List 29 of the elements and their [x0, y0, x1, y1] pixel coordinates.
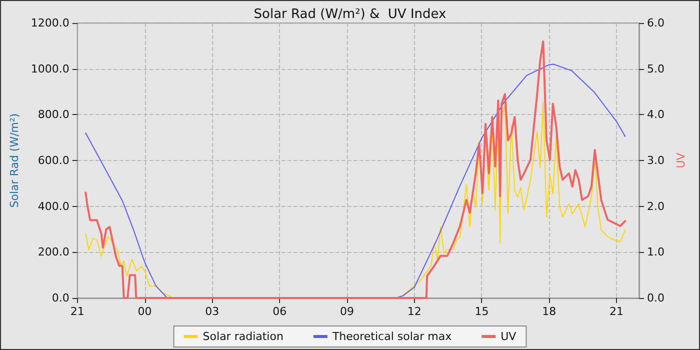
- y-tick-label: 600.0: [38, 154, 70, 167]
- x-tick-label: 21: [70, 305, 84, 318]
- y-tick-label: 1200.0: [30, 16, 70, 30]
- legend-label: Solar radiation: [202, 330, 284, 343]
- y2-tick-label: 2.0: [647, 200, 664, 213]
- y-tick-label: 400.0: [38, 200, 70, 213]
- y2-tick-label: 1.0: [647, 246, 664, 259]
- legend-label: Theoretical solar max: [331, 330, 452, 343]
- y-tick-label: 0.0: [52, 292, 70, 304]
- x-tick-label: 12: [407, 305, 422, 318]
- x-tick-label: 21: [610, 305, 624, 318]
- x-tick-label: 00: [138, 305, 152, 318]
- y-tick-label: 1000.0: [30, 62, 70, 76]
- y2-tick-label: 0.0: [647, 292, 664, 304]
- y2-axis-title: UV: [674, 152, 688, 168]
- chart-title: Solar Rad (W/m²) & UV Index: [254, 7, 447, 22]
- y2-tick-label: 5.0: [647, 62, 664, 76]
- y2-tick-label: 6.0: [647, 16, 664, 30]
- legend-label: UV: [500, 330, 517, 343]
- y-tick-label: 800.0: [38, 108, 70, 122]
- x-tick-label: 06: [272, 305, 287, 318]
- y2-tick-label: 3.0: [647, 154, 664, 167]
- x-tick-label: 18: [542, 305, 556, 318]
- x-tick-label: 15: [474, 305, 489, 318]
- x-tick-label: 09: [340, 305, 354, 318]
- y2-tick-label: 4.0: [647, 108, 664, 122]
- y-axis-title: Solar Rad (W/m²): [8, 113, 21, 208]
- y-tick-label: 200.0: [38, 246, 70, 259]
- x-tick-label: 03: [205, 305, 220, 318]
